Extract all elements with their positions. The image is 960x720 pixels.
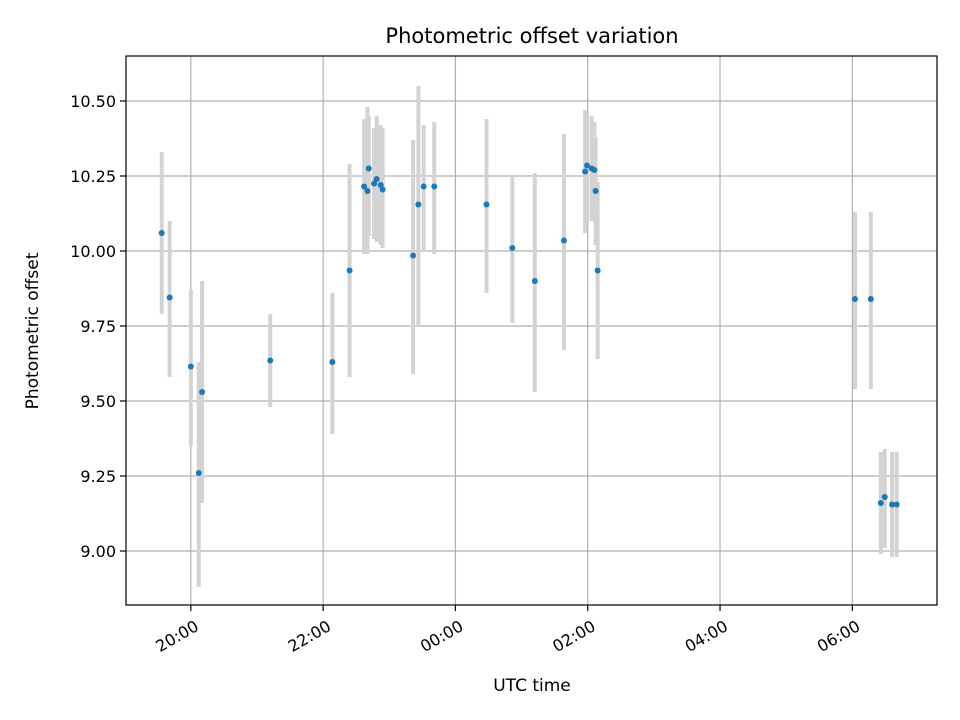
data-point <box>195 470 202 476</box>
y-axis-label: Photometric offset <box>23 252 43 409</box>
data-point <box>365 165 372 172</box>
data-point <box>584 162 591 169</box>
data-point <box>267 357 274 364</box>
data-point <box>379 186 386 193</box>
y-tick-label: 9.25 <box>80 467 116 486</box>
data-point <box>893 501 900 508</box>
data-point <box>373 176 380 182</box>
data-point <box>509 245 516 251</box>
data-point <box>431 183 438 190</box>
y-axis-ticks: 9.00 9.25 9.50 9.75 10.00 10.25 10.50 <box>70 92 126 561</box>
data-point <box>582 168 589 175</box>
data-point <box>877 500 884 506</box>
data-point <box>361 183 368 190</box>
grid <box>126 56 937 605</box>
data-point <box>867 296 874 302</box>
data-point <box>420 183 427 190</box>
y-tick-label: 9.75 <box>80 317 116 336</box>
data-point <box>346 267 353 274</box>
x-axis-label: UTC time <box>493 676 571 696</box>
data-point <box>851 296 858 302</box>
y-tick-label: 10.50 <box>70 92 116 111</box>
data-point <box>594 267 601 274</box>
data-point <box>329 359 336 365</box>
data-point <box>371 180 378 187</box>
data-point <box>199 389 206 395</box>
y-tick-label: 10.00 <box>70 242 116 261</box>
data-point <box>415 201 422 208</box>
y-tick-label: 9.00 <box>80 542 116 561</box>
y-tick-label: 9.50 <box>80 392 116 411</box>
data-point <box>591 167 598 173</box>
data-point <box>364 188 371 194</box>
data-point <box>377 182 384 188</box>
data-point <box>158 230 165 236</box>
data-point <box>560 237 567 244</box>
data-point <box>483 201 490 208</box>
data-points <box>158 162 900 508</box>
data-point <box>187 363 194 370</box>
plot-frame <box>125 55 938 606</box>
data-point <box>881 494 888 500</box>
chart-title: Photometric offset variation <box>385 24 678 48</box>
data-point <box>889 501 896 508</box>
data-point <box>410 252 417 259</box>
data-point <box>592 188 599 194</box>
y-tick-label: 10.25 <box>70 167 116 186</box>
data-point <box>531 278 538 284</box>
data-point <box>166 294 173 301</box>
